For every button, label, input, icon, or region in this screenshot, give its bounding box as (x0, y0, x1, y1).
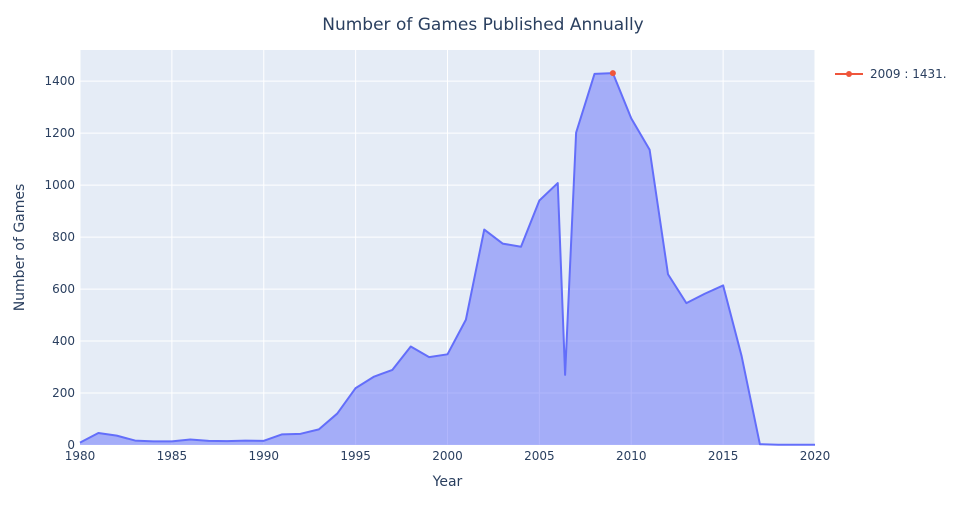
x-tick-label: 2015 (708, 449, 739, 463)
y-tick-label: 400 (52, 334, 75, 348)
x-tick-label: 2005 (524, 449, 555, 463)
chart-title: Number of Games Published Annually (322, 15, 643, 35)
legend-marker-swatch (846, 71, 852, 77)
y-tick-label: 1400 (44, 74, 75, 88)
y-tick-label: 600 (52, 282, 75, 296)
y-tick-label: 200 (52, 386, 75, 400)
y-tick-label: 1000 (44, 178, 75, 192)
x-tick-label: 1995 (340, 449, 371, 463)
x-tick-label: 1990 (248, 449, 279, 463)
x-tick-label: 2000 (432, 449, 463, 463)
y-tick-label: 0 (67, 438, 75, 452)
x-tick-label: 2020 (800, 449, 831, 463)
legend[interactable]: 2009 : 1431. (835, 67, 947, 81)
highlight-point[interactable] (610, 70, 616, 76)
y-tick-label: 1200 (44, 126, 75, 140)
y-tick-label: 800 (52, 230, 75, 244)
y-axis-title: Number of Games (12, 184, 28, 312)
x-tick-label: 1985 (157, 449, 188, 463)
legend-entry-label: 2009 : 1431. (870, 67, 947, 81)
x-axis-title: Year (432, 474, 463, 490)
x-tick-label: 2010 (616, 449, 647, 463)
